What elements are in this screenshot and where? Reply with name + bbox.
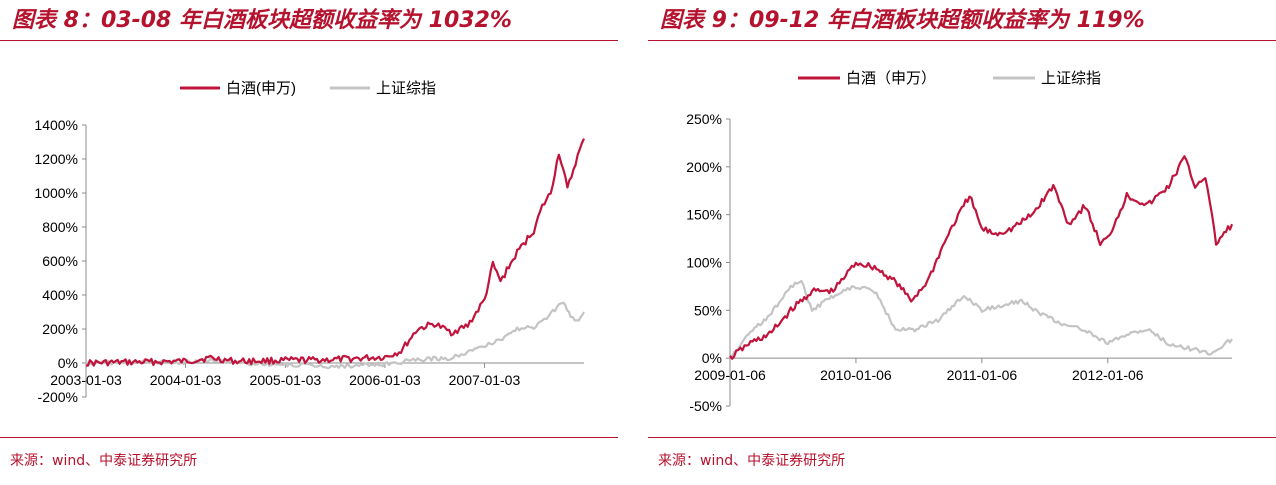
chart-panel-right: 图表 9：09-12 年白酒板块超额收益率为 119% -50% 0% 50% 100… (648, 0, 1276, 485)
y-tick-label: 250% (686, 111, 722, 127)
legend-label-index: 上证综指 (1041, 70, 1101, 87)
y-tick-label: -50% (689, 398, 722, 414)
source-note: 来源：wind、中泰证券研究所 (658, 453, 846, 469)
y-tick-label: 200% (42, 321, 78, 337)
x-tick-label: 2005-01-03 (250, 372, 322, 388)
chart-panel-left: 图表 8：03-08 年白酒板块超额收益率为 1032% -200% 0% 200%… (0, 0, 618, 485)
line-chart: -50% 0% 50% 100% 150% 200% 250% 2009-01-06 2010-… (686, 70, 1234, 414)
x-tick-label: 2011-01-06 (947, 367, 1018, 383)
x-tick-label: 2010-01-06 (820, 367, 892, 383)
y-tick-label: 200% (686, 159, 722, 175)
title-underline (648, 40, 1276, 41)
y-tick-label: 100% (686, 255, 722, 271)
title-underline (0, 40, 618, 41)
legend-label-index: 上证综指 (376, 80, 436, 97)
x-tick-label: 2007-01-03 (449, 372, 521, 388)
source-rule (648, 437, 1276, 438)
x-tick-label: 2006-01-03 (349, 372, 421, 388)
y-tick-label: 800% (42, 219, 78, 235)
y-tick-label: 50% (694, 302, 722, 318)
legend-label-baijiu: 白酒（申万） (846, 70, 936, 87)
source-note: 来源：wind、中泰证券研究所 (10, 453, 198, 469)
y-tick-label: 600% (42, 253, 78, 269)
y-tick-label: 1400% (34, 117, 78, 133)
source-rule (0, 437, 618, 438)
y-tick-label: -200% (38, 389, 78, 405)
line-chart: -200% 0% 200% 400% 600% 800% 1000% 1200% 1400% 20… (34, 80, 585, 405)
x-tick-label: 2003-01-03 (50, 372, 122, 388)
series-line-baijiu (729, 155, 1234, 360)
x-tick-label: 2004-01-03 (150, 372, 222, 388)
chart-title: 图表 9：09-12 年白酒板块超额收益率为 119% (660, 8, 1145, 33)
y-tick-label: 1000% (34, 185, 78, 201)
legend-label-baijiu: 白酒(申万) (226, 80, 296, 97)
series-line-index (729, 279, 1233, 359)
x-tick-label: 2012-01-06 (1072, 367, 1144, 383)
y-tick-label: 1200% (34, 151, 78, 167)
y-tick-label: 0% (58, 355, 78, 371)
series-line-baijiu (85, 138, 585, 367)
y-tick-label: 400% (42, 287, 78, 303)
chart-title: 图表 8：03-08 年白酒板块超额收益率为 1032% (12, 8, 512, 33)
y-tick-label: 150% (686, 207, 722, 223)
y-tick-label: 0% (702, 350, 722, 366)
x-tick-label: 2009-01-06 (694, 367, 766, 383)
